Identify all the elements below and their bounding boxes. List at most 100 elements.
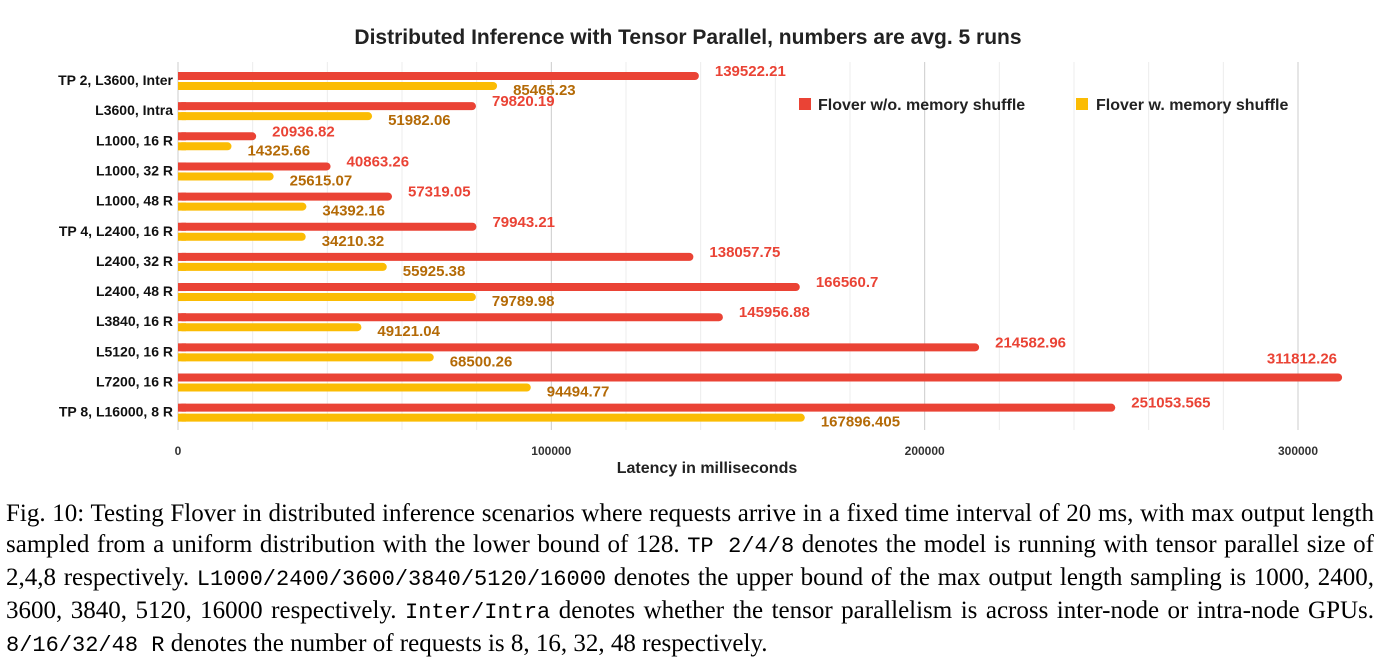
data-label-series-2: 25615.07	[290, 172, 353, 189]
bar-series-1	[178, 403, 1116, 412]
data-label-series-1: 251053.565	[1131, 395, 1210, 412]
bar-series-2-base	[178, 172, 186, 181]
data-label-series-1: 79820.19	[492, 93, 555, 110]
bar-series-1	[178, 313, 723, 322]
data-label-series-1: 79943.21	[492, 214, 555, 231]
bar-series-1-base	[178, 132, 186, 141]
bar-series-1-base	[178, 72, 186, 80]
x-tick-label: 100000	[531, 444, 571, 458]
bar-series-1-base	[178, 252, 186, 261]
bar-series-1-base	[178, 313, 186, 322]
bar-series-2	[178, 142, 232, 151]
chart-title: Distributed Inference with Tensor Parall…	[354, 26, 1021, 49]
data-label-series-1: 57319.05	[408, 184, 471, 201]
caption-text-2: denotes the model is running with tensor…	[6, 531, 1374, 591]
bar-series-2	[178, 232, 306, 241]
category-label: L1000, 48 R	[96, 193, 173, 209]
data-label-series-2: 79789.98	[492, 293, 555, 310]
data-label-series-2: 85465.23	[513, 82, 576, 99]
caption-text-4: denotes whether the tensor parallelism i…	[550, 597, 1375, 624]
category-label: L2400, 32 R	[96, 253, 173, 269]
data-label-series-1: 214582.96	[995, 334, 1066, 351]
bar-series-1	[178, 102, 476, 111]
bar-series-2	[178, 172, 274, 181]
category-label: L5120, 16 R	[96, 343, 173, 359]
caption-text-1: Fig. 10: Testing Flover in distributed i…	[6, 500, 1374, 558]
data-label-series-2: 55925.38	[403, 263, 466, 280]
data-label-series-2: 34210.32	[322, 233, 385, 250]
category-labels: TP 2, L3600, Inter L3600, Intra L1000, 16 …	[58, 72, 173, 420]
x-tick-labels: 0 100000 200000 300000	[175, 444, 1319, 458]
bar-series-2-base	[178, 142, 186, 151]
bar-series-2-base	[178, 413, 186, 422]
data-label-series-1: 20936.82	[272, 123, 335, 140]
legend-label-series-1: Flover w/o. memory shuffle	[818, 97, 1025, 114]
category-label: L2400, 48 R	[96, 283, 173, 299]
bar-series-2	[178, 413, 805, 422]
bar-series-2-base	[178, 353, 186, 362]
bar-series-1-base	[178, 162, 186, 171]
caption-code-inter-intra: Inter/Intra	[405, 600, 551, 625]
category-label: L3600, Intra	[95, 102, 173, 118]
x-tick-label: 0	[175, 444, 182, 458]
caption-code-r: 8/16/32/48 R	[6, 633, 165, 658]
caption-text-5: denotes the number of requests is 8, 16,…	[164, 630, 768, 657]
data-label-series-1: 139522.21	[715, 63, 786, 80]
data-label-series-2: 14325.66	[247, 142, 310, 159]
data-label-series-1: 138057.75	[709, 244, 780, 261]
bar-series-2-base	[178, 262, 186, 271]
bars	[178, 72, 1343, 422]
figure-caption: Fig. 10: Testing Flover in distributed i…	[6, 498, 1374, 661]
bar-series-2	[178, 353, 434, 362]
bar-series-2	[178, 202, 307, 211]
category-label: L1000, 16 R	[96, 132, 173, 148]
x-tick-label: 300000	[1278, 444, 1318, 458]
bar-series-2-base	[178, 383, 186, 392]
data-label-series-1: 311812.26	[1267, 351, 1337, 368]
bar-series-1	[178, 72, 699, 80]
legend-label-series-2: Flover w. memory shuffle	[1096, 97, 1288, 114]
x-axis-label: Latency in milliseconds	[617, 460, 798, 477]
category-label: L7200, 16 R	[96, 374, 173, 390]
bar-series-2-base	[178, 202, 186, 211]
data-label-series-2: 68500.26	[450, 353, 513, 370]
bar-series-2-base	[178, 293, 186, 302]
bar-series-1-base	[178, 192, 186, 201]
gridlines	[177, 62, 1299, 430]
bar-chart: Distributed Inference with Tensor Parall…	[58, 26, 1343, 477]
category-label: L3840, 16 R	[96, 313, 173, 329]
x-tick-label: 200000	[905, 444, 945, 458]
bar-series-2-base	[178, 323, 186, 332]
data-label-series-2: 94494.77	[547, 384, 610, 401]
category-label: TP 8, L16000, 8 R	[59, 404, 173, 420]
bar-series-1-base	[178, 373, 186, 382]
data-label-series-2: 34392.16	[322, 203, 385, 220]
bar-series-2	[178, 82, 498, 90]
legend-swatch-series-2	[1076, 98, 1088, 110]
category-label: TP 2, L3600, Inter	[58, 72, 173, 88]
legend-swatch-series-1	[799, 98, 811, 110]
bar-series-1	[178, 162, 331, 171]
data-label-series-2: 49121.04	[377, 323, 440, 340]
category-label: L1000, 32 R	[96, 162, 173, 178]
bar-series-2	[178, 383, 531, 392]
caption-code-l: L1000/2400/3600/3840/5120/16000	[196, 567, 607, 592]
bar-series-1	[178, 283, 800, 292]
bar-series-1-base	[178, 343, 186, 352]
data-label-series-1: 40863.26	[347, 153, 410, 170]
bar-series-2	[178, 262, 387, 271]
bar-series-1	[178, 132, 257, 141]
legend: Flover w/o. memory shuffle Flover w. mem…	[799, 97, 1288, 114]
bar-series-2-base	[178, 112, 186, 121]
bar-series-2	[178, 293, 476, 302]
data-label-series-1: 166560.7	[816, 274, 879, 291]
bar-series-2	[178, 112, 373, 121]
caption-text-3: denotes the upper bound of the max outpu…	[6, 564, 1374, 624]
data-label-series-2: 51982.06	[388, 112, 451, 129]
bar-series-1	[178, 373, 1343, 382]
bar-series-1-base	[178, 403, 186, 412]
data-label-series-2: 167896.405	[821, 414, 900, 431]
bar-series-1	[178, 192, 392, 201]
bar-series-1	[178, 222, 477, 231]
